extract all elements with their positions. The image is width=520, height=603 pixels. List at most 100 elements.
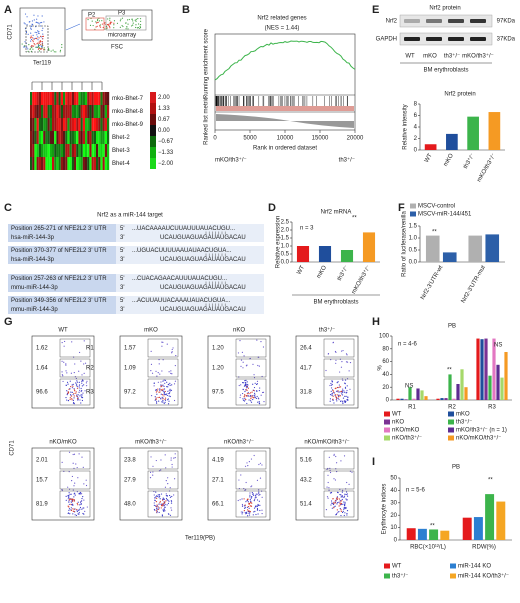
dot xyxy=(259,477,262,479)
dot xyxy=(339,501,341,503)
dot xyxy=(135,20,137,22)
dot xyxy=(32,41,34,43)
dot xyxy=(162,398,164,400)
dot xyxy=(137,18,139,20)
dot xyxy=(333,507,335,509)
dot xyxy=(162,401,164,403)
label: Rank in ordered dataset xyxy=(253,146,317,152)
dot xyxy=(334,395,336,397)
band xyxy=(404,19,420,23)
dot xyxy=(335,359,337,361)
dot xyxy=(106,27,108,29)
legend-label: WT xyxy=(392,412,402,418)
dot xyxy=(327,481,329,484)
dot xyxy=(68,500,70,502)
dot xyxy=(333,453,335,455)
percent: 96.6 xyxy=(36,390,48,396)
legend-label: th3⁺/⁻ xyxy=(392,573,408,580)
dot xyxy=(339,391,341,393)
dot xyxy=(68,471,70,473)
dot xyxy=(337,397,339,400)
gate xyxy=(235,378,267,406)
bar xyxy=(408,387,412,400)
dot xyxy=(165,480,167,482)
tick-label: 5000 xyxy=(243,136,257,142)
dot xyxy=(164,379,167,381)
dot xyxy=(247,465,249,467)
dot xyxy=(59,49,62,52)
dot xyxy=(135,26,137,29)
heat-cell xyxy=(34,131,37,144)
bar xyxy=(485,234,500,262)
dot xyxy=(243,355,245,357)
dot xyxy=(335,502,337,504)
dot xyxy=(108,25,111,28)
dot xyxy=(253,394,255,396)
dot xyxy=(255,397,257,400)
dot xyxy=(75,385,78,387)
heat-cell xyxy=(102,105,105,118)
heat-cell xyxy=(100,157,103,170)
heat-cell xyxy=(32,131,35,144)
dot xyxy=(249,357,251,360)
dot xyxy=(169,496,172,498)
heat-cell xyxy=(107,157,110,170)
dot xyxy=(84,510,86,512)
dot xyxy=(248,461,250,463)
percent: 1.20 xyxy=(212,366,224,372)
label: 3' xyxy=(120,285,124,291)
x-tick-label: th3⁺/⁻ xyxy=(336,264,350,282)
dot xyxy=(84,362,87,364)
heat-cell xyxy=(47,118,50,131)
heat-cell xyxy=(91,92,94,105)
heat-cell xyxy=(96,92,99,105)
label: P3 xyxy=(118,11,126,17)
dot xyxy=(38,50,41,52)
dot xyxy=(337,391,339,393)
annotation: ** xyxy=(447,368,452,374)
dot xyxy=(160,384,162,386)
dot xyxy=(162,359,164,361)
dot xyxy=(248,507,250,509)
dot xyxy=(251,391,253,393)
heat-cell xyxy=(78,105,81,118)
dot xyxy=(71,398,73,400)
dot xyxy=(174,380,177,382)
heat-cell xyxy=(67,105,70,118)
y-tick-label: 2 xyxy=(414,136,418,142)
flow-plot xyxy=(295,447,359,521)
heat-cell xyxy=(41,105,44,118)
dot xyxy=(81,385,83,387)
label: 37KDa xyxy=(497,37,516,43)
heat-cell xyxy=(38,131,41,144)
percent: 5.16 xyxy=(300,458,312,464)
heat-cell xyxy=(74,92,77,105)
dot xyxy=(61,46,63,48)
dot xyxy=(134,19,136,21)
heat-cell xyxy=(56,144,59,157)
dot xyxy=(246,386,248,388)
dot xyxy=(243,498,245,500)
dot xyxy=(67,498,69,500)
dot xyxy=(73,392,75,395)
dot xyxy=(246,383,248,386)
dot xyxy=(332,341,335,343)
heat-cell xyxy=(85,118,88,131)
dot xyxy=(37,44,40,46)
dot xyxy=(38,31,40,33)
dot xyxy=(173,478,176,480)
dot xyxy=(69,394,72,396)
heat-cell xyxy=(47,157,50,170)
bar xyxy=(496,364,500,400)
heat-cell xyxy=(54,105,57,118)
percent: 41.7 xyxy=(300,366,312,372)
dot xyxy=(77,394,79,396)
scale-label: 0.00 xyxy=(158,128,170,134)
heat-cell xyxy=(38,118,41,131)
dot xyxy=(159,502,161,504)
dot xyxy=(341,361,343,363)
heat-cell xyxy=(41,157,44,170)
scale-swatch xyxy=(150,103,156,114)
dot xyxy=(30,28,32,30)
dot xyxy=(164,393,166,395)
